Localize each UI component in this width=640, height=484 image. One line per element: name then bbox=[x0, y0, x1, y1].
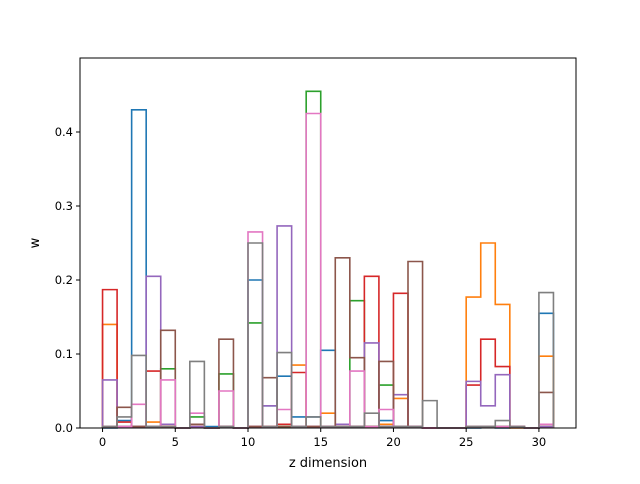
axes-frame bbox=[79, 57, 577, 429]
x-tick-label: 10 bbox=[241, 435, 256, 449]
x-tick-label: 5 bbox=[172, 435, 179, 449]
y-tick-label: 0.2 bbox=[55, 273, 73, 287]
y-axis-ticks: 0.0 0.1 0.2 0.3 0.4 bbox=[55, 125, 80, 435]
x-axis-ticks: 0 5 10 15 20 25 30 bbox=[99, 428, 546, 449]
series-8-step-line bbox=[101, 242, 555, 429]
x-tick-label: 0 bbox=[99, 435, 106, 449]
x-tick-label: 30 bbox=[532, 435, 547, 449]
y-tick-label: 0.3 bbox=[55, 199, 73, 213]
x-tick-label: 20 bbox=[386, 435, 401, 449]
x-tick-label: 25 bbox=[459, 435, 474, 449]
y-tick-label: 0.0 bbox=[55, 421, 73, 435]
y-axis-label: w bbox=[28, 237, 43, 248]
x-axis-label: z dimension bbox=[289, 456, 367, 471]
x-tick-label: 15 bbox=[313, 435, 328, 449]
y-tick-label: 0.4 bbox=[55, 125, 73, 139]
y-tick-label: 0.1 bbox=[55, 347, 73, 361]
